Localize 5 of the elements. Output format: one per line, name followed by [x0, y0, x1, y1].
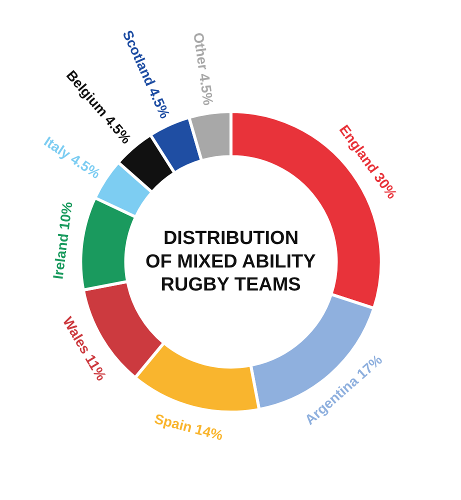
- slice-label: Spain 14%: [152, 410, 226, 444]
- slice-label: Other 4.5%: [190, 32, 217, 107]
- slice-label: Italy 4.5%: [41, 133, 104, 182]
- slice-label: Ireland 10%: [50, 200, 76, 280]
- text: DISTRIBUTION OF MIXED ABILITY RUGBY TEAMS: [146, 228, 316, 296]
